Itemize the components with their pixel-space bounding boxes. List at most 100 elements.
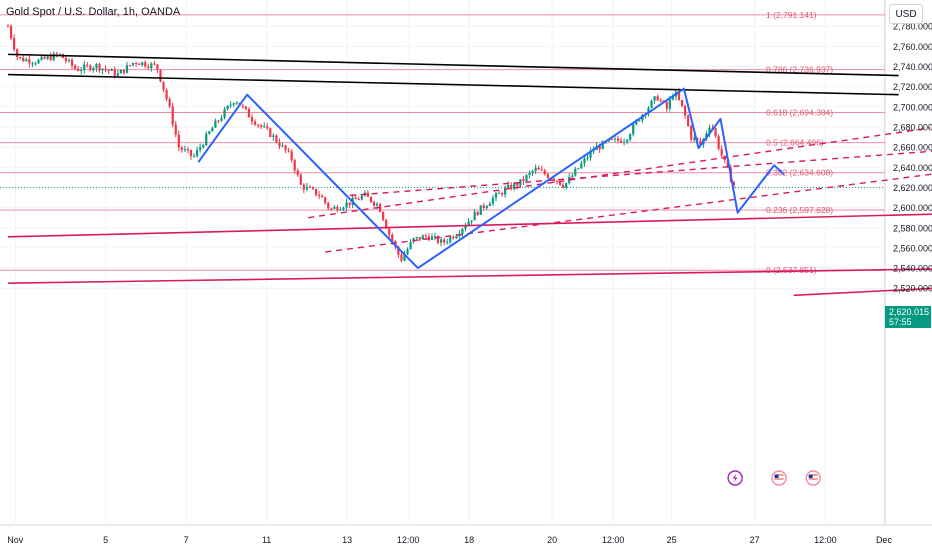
candle-body [699,140,702,145]
y-tick-label: 2,520.000 [893,284,932,294]
flag-stripe [774,476,784,478]
candle-body [626,139,629,142]
candle-body [64,57,68,61]
candle-body [217,120,220,122]
candle-body [558,181,562,185]
candle-body [269,128,272,137]
candle-body [531,171,534,173]
candle-body [473,211,476,221]
zigzag-pattern [197,87,785,270]
candle-body [440,239,443,243]
x-tick-label: 7 [184,535,189,545]
candle-body [174,124,177,135]
candle-body [616,138,620,141]
flag-canton [774,474,779,478]
us-flag-icon [771,470,787,486]
x-tick-label: 25 [667,535,677,545]
candle-body [260,125,263,127]
candle-body [421,235,424,240]
y-tick-label: 2,580.000 [893,223,932,233]
y-tick-label: 2,780.000 [893,22,932,32]
candle-body [80,70,83,72]
support-trendline [7,268,932,284]
y-tick-label: 2,540.000 [893,264,932,274]
candle-body [385,220,388,229]
fib-label: 0.236 (2,597.628) [766,205,833,215]
x-tick-label: 27 [750,535,760,545]
candle-body [497,192,501,194]
candle-body [513,183,516,190]
candle-body [43,56,46,59]
candle-body [272,135,275,137]
event-markers [727,470,821,486]
support-trendline [793,287,932,297]
candle-body [671,96,674,100]
candle-body [101,68,104,71]
candle-body [28,59,31,64]
candle-body [19,57,22,59]
candle-body [494,193,498,198]
candle-body [400,254,403,261]
candle-body [281,145,284,147]
candle-body [409,241,412,249]
candle-body [263,126,266,128]
x-tick-label: 13 [342,535,352,545]
candle-body [275,135,278,143]
candle-body [565,183,568,188]
candle-body [562,184,565,188]
candle-body [135,62,138,64]
us-flag-icon [805,470,821,486]
flag-stripe [808,476,818,478]
candle-body [125,65,129,73]
candle-body [525,175,528,181]
candle-body [16,49,19,58]
y-tick-label: 2,660.000 [893,143,932,153]
fib-label: 0.618 (2,694.384) [766,107,833,117]
candle-body [720,148,723,156]
candle-body [619,140,623,143]
currency-button[interactable]: USD [889,4,923,24]
candle-body [555,180,559,182]
candle-body [293,160,296,171]
candle-body [623,141,626,143]
candle-body [257,124,260,126]
candle-body [266,126,269,129]
candle-body [107,69,110,71]
flag-canton [808,474,813,478]
candle-body [74,65,77,69]
candle-body [183,149,186,151]
candle-body [601,141,604,150]
candle-body [452,236,455,239]
last-price-badge: 2,620.015 57:55 [885,306,931,328]
candle-body [250,117,254,122]
candle-body [546,174,549,178]
candle-body [13,38,16,50]
candle-body [406,248,409,255]
candle-body [391,234,394,242]
flag-stripe [774,478,784,480]
candle-body [717,136,720,149]
candle-body [211,127,214,132]
x-tick-label: 18 [464,535,474,545]
candle-body [296,170,299,175]
candle-body [311,187,315,189]
candle-body [580,163,583,169]
candle-body [403,254,406,261]
candle-body [324,197,327,203]
candle-body [156,64,159,70]
candle-body [22,57,25,62]
candle-body [308,186,312,188]
candle-body [119,69,122,74]
candle-body [247,108,251,118]
candle-body [476,211,479,215]
fib-label: 1 (2,791.141) [766,10,817,20]
candle-body [635,120,638,125]
candle-body [131,62,135,66]
candle-body [37,59,40,64]
candle-body [241,105,244,107]
resistance-trendline [7,73,899,96]
candle-body [98,64,101,71]
fibonacci-levels: 1 (2,791.141) 0.786 (2,736.937) 0.618 (2,6… [0,10,885,275]
candle-body [708,127,711,134]
